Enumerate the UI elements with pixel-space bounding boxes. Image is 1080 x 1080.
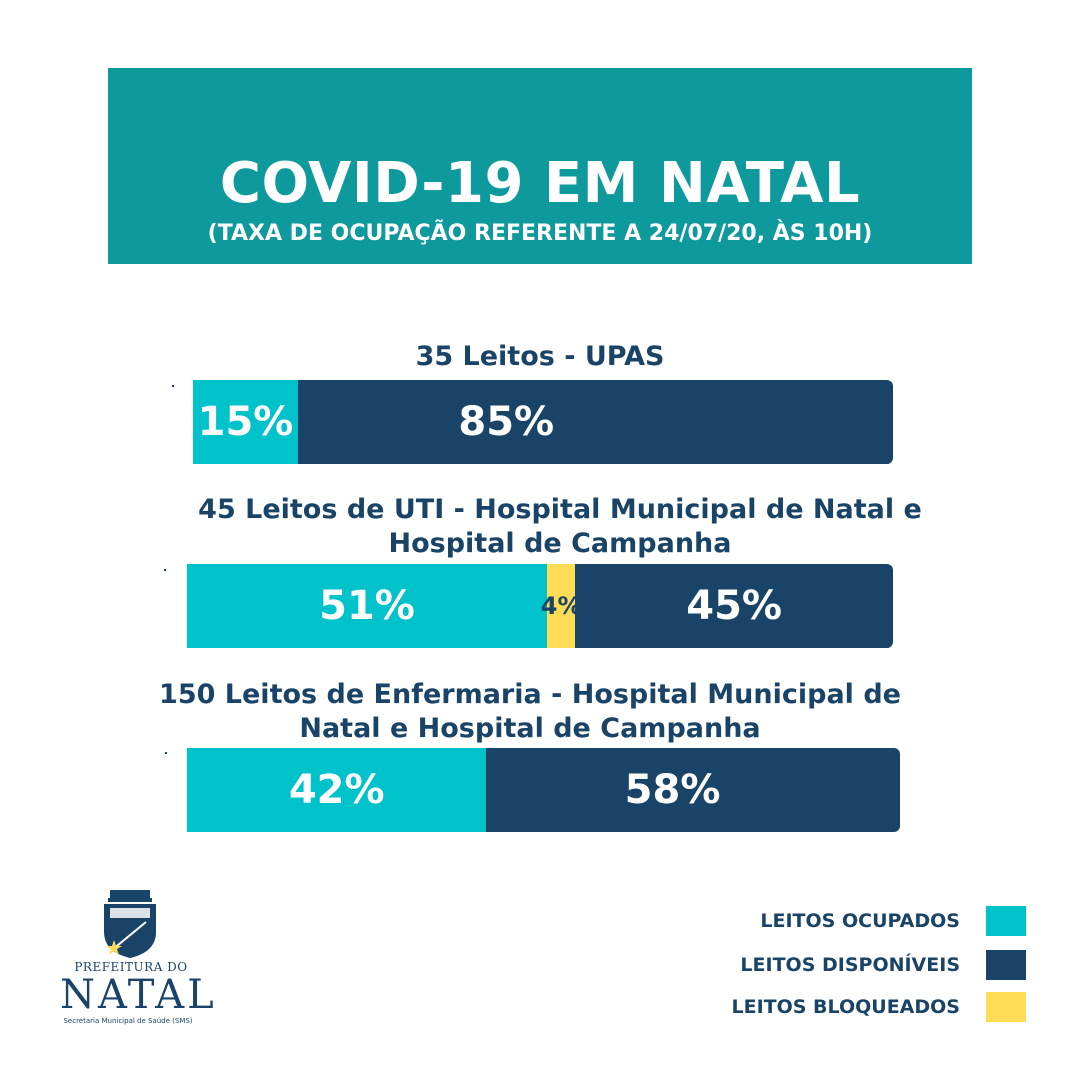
page-subtitle: (TAXA DE OCUPAÇÃO REFERENTE A 24/07/20, … <box>207 221 873 246</box>
page-title-line1: LEITOS DESTINADOS À <box>179 0 901 64</box>
legend-item: LEITOS DISPONÍVEIS <box>740 950 1030 982</box>
bar-title-line: 45 Leitos de UTI - Hospital Municipal de… <box>198 494 922 525</box>
legend-swatch <box>986 906 1026 936</box>
bar-segment-leitos-bloqueados: 4% <box>541 564 582 648</box>
legend-swatch <box>986 950 1026 980</box>
page-title-line2: COVID-19 EM NATAL <box>219 151 861 216</box>
legend-label: LEITOS DISPONÍVEIS <box>740 954 960 976</box>
legend-item: LEITOS BLOQUEADOS <box>731 992 1030 1024</box>
stacked-bar-3: 42% 58% <box>187 748 900 832</box>
data-label: 15% <box>197 399 294 445</box>
marker-dot <box>172 385 174 387</box>
bar-title-line: 35 Leitos - UPAS <box>415 341 665 372</box>
data-label: 45% <box>686 583 782 629</box>
data-label: 4% <box>540 592 582 620</box>
legend-label: LEITOS OCUPADOS <box>760 910 960 932</box>
bar-segment-leitos-dispon-veis: 45% <box>575 564 893 648</box>
logo-text-natal: NATAL <box>60 972 217 1018</box>
prefeitura-crest-icon <box>104 890 156 958</box>
marker-dot <box>165 752 167 754</box>
stacked-bar-2: 51% 4% 45% <box>187 564 893 648</box>
stacked-bar-1: 15% 85% <box>193 380 893 464</box>
bar-title-1: 35 Leitos - UPAS <box>300 340 780 374</box>
bar-segment-leitos-ocupados: 42% <box>187 748 487 832</box>
bar-title-2: 45 Leitos de UTI - Hospital Municipal de… <box>190 493 930 561</box>
logo-text-secretaria: Secretaria Municipal de Saúde (SMS) <box>63 1017 193 1025</box>
bar-segment-leitos-ocupados: 51% <box>187 564 548 648</box>
bar-title-line: Hospital de Campanha <box>388 528 732 559</box>
bar-title-line: 150 Leitos de Enfermaria - Hospital Muni… <box>159 679 901 710</box>
bar-segment-leitos-ocupados: 15% <box>193 380 298 464</box>
legend-item: LEITOS OCUPADOS <box>760 906 1030 938</box>
header-banner: LEITOS DESTINADOS À COVID-19 EM NATAL (T… <box>108 2 972 264</box>
data-label: 51% <box>319 583 415 629</box>
marker-dot <box>164 569 166 571</box>
data-label: 42% <box>288 767 385 813</box>
data-label: 58% <box>624 767 721 813</box>
bar-segment-leitos-dispon-veis: 58% <box>486 748 900 832</box>
bar-segment-leitos-dispon-veis: 85% <box>298 380 893 464</box>
bar-title-line: Natal e Hospital de Campanha <box>299 713 761 744</box>
legend-label: LEITOS BLOQUEADOS <box>731 996 960 1018</box>
data-label: 85% <box>458 399 555 445</box>
bar-title-3: 150 Leitos de Enfermaria - Hospital Muni… <box>150 678 910 746</box>
logo-text-prefeitura: PREFEITURA DO <box>74 960 188 974</box>
legend-swatch <box>986 992 1026 1022</box>
